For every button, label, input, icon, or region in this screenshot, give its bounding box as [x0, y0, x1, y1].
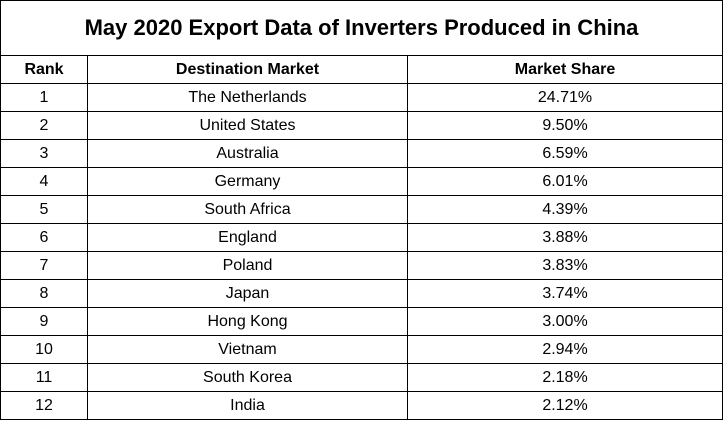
table-row: 1 The Netherlands 24.71%	[0, 83, 724, 112]
destination-market-cell: The Netherlands	[87, 83, 408, 112]
table-row: 11 South Korea 2.18%	[0, 363, 724, 392]
rank-cell: 12	[0, 391, 88, 420]
market-share-cell: 3.74%	[406, 279, 724, 308]
market-share-cell: 3.88%	[406, 223, 724, 252]
title-row: May 2020 Export Data of Inverters Produc…	[0, 0, 724, 56]
destination-market-cell: South Africa	[87, 195, 408, 224]
destination-market-cell: Australia	[87, 139, 408, 168]
table-row: 8 Japan 3.74%	[0, 279, 724, 308]
table-row: 7 Poland 3.83%	[0, 251, 724, 280]
destination-market-cell: Poland	[87, 251, 408, 280]
rank-cell: 8	[0, 279, 88, 308]
destination-market-cell: United States	[87, 111, 408, 140]
table-row: 4 Germany 6.01%	[0, 167, 724, 196]
rank-cell: 11	[0, 363, 88, 392]
market-share-column-header: Market Share	[406, 55, 724, 84]
rank-cell: 2	[0, 111, 88, 140]
rank-column-header: Rank	[0, 55, 88, 84]
table-row: 5 South Africa 4.39%	[0, 195, 724, 224]
rank-cell: 6	[0, 223, 88, 252]
rank-cell: 1	[0, 83, 88, 112]
table-row: 3 Australia 6.59%	[0, 139, 724, 168]
table-row: 6 England 3.88%	[0, 223, 724, 252]
destination-market-cell: India	[87, 391, 408, 420]
header-row: Rank Destination Market Market Share	[0, 55, 724, 84]
market-share-cell: 4.39%	[406, 195, 724, 224]
rank-cell: 9	[0, 307, 88, 336]
market-share-cell: 2.18%	[406, 363, 724, 392]
destination-market-cell: Germany	[87, 167, 408, 196]
market-share-cell: 6.01%	[406, 167, 724, 196]
market-share-cell: 6.59%	[406, 139, 724, 168]
table-title: May 2020 Export Data of Inverters Produc…	[0, 0, 724, 56]
table-row: 12 India 2.12%	[0, 391, 724, 420]
destination-market-cell: South Korea	[87, 363, 408, 392]
destination-market-column-header: Destination Market	[87, 55, 408, 84]
market-share-cell: 2.94%	[406, 335, 724, 364]
destination-market-cell: Vietnam	[87, 335, 408, 364]
market-share-cell: 24.71%	[406, 83, 724, 112]
rank-cell: 3	[0, 139, 88, 168]
market-share-cell: 9.50%	[406, 111, 724, 140]
market-share-cell: 3.00%	[406, 307, 724, 336]
destination-market-cell: Hong Kong	[87, 307, 408, 336]
market-share-cell: 2.12%	[406, 391, 724, 420]
table-row: 10 Vietnam 2.94%	[0, 335, 724, 364]
rank-cell: 4	[0, 167, 88, 196]
table-row: 9 Hong Kong 3.00%	[0, 307, 724, 336]
rank-cell: 7	[0, 251, 88, 280]
destination-market-cell: England	[87, 223, 408, 252]
destination-market-cell: Japan	[87, 279, 408, 308]
rank-cell: 10	[0, 335, 88, 364]
market-share-cell: 3.83%	[406, 251, 724, 280]
table-row: 2 United States 9.50%	[0, 111, 724, 140]
rank-cell: 5	[0, 195, 88, 224]
